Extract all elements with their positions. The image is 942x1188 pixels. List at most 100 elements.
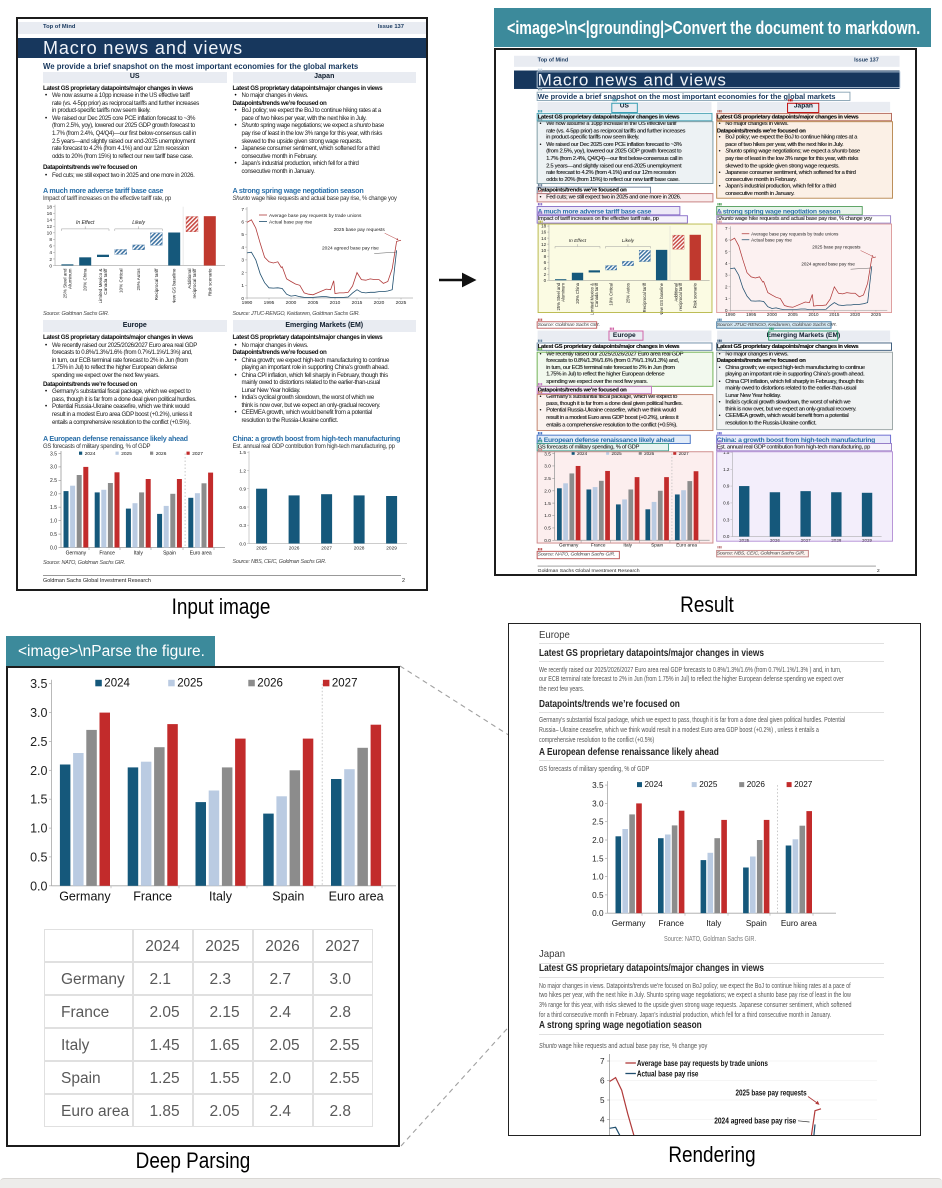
svg-text:0.6: 0.6 xyxy=(239,504,246,510)
svg-text:2027: 2027 xyxy=(800,537,811,542)
svg-text:Limited Mexico &: Limited Mexico & xyxy=(98,268,103,303)
svg-text:25% Autos: 25% Autos xyxy=(625,282,630,302)
svg-text:3: 3 xyxy=(241,257,244,263)
svg-text:1.5: 1.5 xyxy=(50,505,57,511)
svg-text:4: 4 xyxy=(544,265,547,270)
svg-text:0.6: 0.6 xyxy=(723,500,730,505)
svg-text:2024: 2024 xyxy=(577,451,588,455)
svg-text:Spain: Spain xyxy=(651,542,663,547)
svg-text:10: 10 xyxy=(541,247,547,252)
svg-text:Germany: Germany xyxy=(559,542,579,547)
svg-text:2: 2 xyxy=(49,256,52,262)
svg-text:3.0: 3.0 xyxy=(592,799,604,808)
svg-text:2024: 2024 xyxy=(645,780,664,789)
svg-text:2010: 2010 xyxy=(329,300,340,306)
svg-text:4: 4 xyxy=(49,250,52,256)
svg-text:Euro area: Euro area xyxy=(676,542,697,547)
svg-text:1.5: 1.5 xyxy=(592,854,604,863)
svg-text:20% China: 20% China xyxy=(83,268,88,291)
svg-text:2027: 2027 xyxy=(192,451,203,457)
svg-text:New GS baseline: New GS baseline xyxy=(659,282,664,314)
svg-text:14: 14 xyxy=(47,217,53,223)
svg-text:Aluminum: Aluminum xyxy=(67,268,72,289)
svg-text:In Effect: In Effect xyxy=(569,237,587,242)
svg-text:0.0: 0.0 xyxy=(544,537,551,542)
svg-text:0.5: 0.5 xyxy=(544,525,551,530)
svg-text:Germany: Germany xyxy=(612,919,647,928)
svg-text:Spain: Spain xyxy=(746,919,767,928)
svg-text:2.5: 2.5 xyxy=(544,475,551,480)
svg-text:2027: 2027 xyxy=(679,451,690,455)
svg-text:Actual base pay rise: Actual base pay rise xyxy=(269,219,313,225)
svg-text:25% Steel and: 25% Steel and xyxy=(556,282,561,310)
svg-text:8: 8 xyxy=(544,253,547,258)
svg-text:2024: 2024 xyxy=(85,451,96,457)
svg-text:7: 7 xyxy=(600,1057,605,1066)
svg-text:2026: 2026 xyxy=(156,451,167,457)
svg-text:0.5: 0.5 xyxy=(50,531,57,537)
svg-text:5: 5 xyxy=(241,232,244,238)
svg-text:Aluminum: Aluminum xyxy=(560,282,565,301)
svg-text:1: 1 xyxy=(725,295,728,300)
svg-text:0.0: 0.0 xyxy=(723,534,730,539)
svg-text:1.5: 1.5 xyxy=(239,451,246,456)
svg-text:2.0: 2.0 xyxy=(50,491,57,497)
svg-text:New GS baseline: New GS baseline xyxy=(172,268,177,303)
svg-text:3.5: 3.5 xyxy=(30,677,47,691)
svg-text:2: 2 xyxy=(544,271,547,276)
svg-text:Likely: Likely xyxy=(132,219,145,225)
svg-text:2025 base pay requests: 2025 base pay requests xyxy=(333,226,385,232)
svg-text:3.5: 3.5 xyxy=(544,451,551,456)
svg-text:0: 0 xyxy=(49,263,52,269)
svg-text:0.9: 0.9 xyxy=(239,486,246,492)
svg-text:1: 1 xyxy=(241,283,244,289)
svg-text:0: 0 xyxy=(725,307,728,312)
svg-text:3.0: 3.0 xyxy=(50,464,57,470)
svg-text:6: 6 xyxy=(544,259,547,264)
svg-text:Average base pay requests by t: Average base pay requests by trade union… xyxy=(751,231,839,236)
svg-text:Canada tariff: Canada tariff xyxy=(103,267,108,294)
svg-text:3.5: 3.5 xyxy=(50,451,57,457)
svg-text:4: 4 xyxy=(725,260,728,265)
svg-text:2.5: 2.5 xyxy=(50,478,57,484)
svg-text:Additional: Additional xyxy=(674,282,679,301)
svg-text:2029: 2029 xyxy=(862,537,873,542)
svg-text:Italy: Italy xyxy=(623,542,632,547)
svg-text:reciprocal tariff: reciprocal tariff xyxy=(192,267,197,298)
svg-text:0.9: 0.9 xyxy=(723,483,730,488)
svg-text:14: 14 xyxy=(541,235,547,240)
svg-text:Reciprocal tariff: Reciprocal tariff xyxy=(642,281,647,311)
svg-text:0.0: 0.0 xyxy=(30,879,47,893)
svg-text:Risk scenario: Risk scenario xyxy=(693,282,698,308)
svg-text:5: 5 xyxy=(725,249,728,254)
svg-text:Germany: Germany xyxy=(66,550,87,556)
svg-text:2025: 2025 xyxy=(699,780,718,789)
svg-text:Risk scenario: Risk scenario xyxy=(207,268,212,296)
svg-text:2015: 2015 xyxy=(351,300,362,306)
svg-text:0.0: 0.0 xyxy=(592,909,604,918)
svg-text:0: 0 xyxy=(544,277,547,282)
svg-text:1995: 1995 xyxy=(746,311,757,316)
svg-text:2026: 2026 xyxy=(644,451,655,455)
svg-text:2015: 2015 xyxy=(829,311,840,316)
svg-text:2026: 2026 xyxy=(747,780,766,789)
svg-text:3.0: 3.0 xyxy=(30,706,47,720)
svg-text:2025: 2025 xyxy=(256,545,267,551)
svg-text:Italy: Italy xyxy=(209,889,233,903)
svg-text:2027: 2027 xyxy=(332,677,358,689)
svg-text:25% Autos: 25% Autos xyxy=(136,267,141,290)
svg-text:2028: 2028 xyxy=(353,545,364,551)
svg-text:2010: 2010 xyxy=(808,311,819,316)
svg-text:2005: 2005 xyxy=(307,300,318,306)
svg-text:0.3: 0.3 xyxy=(239,523,246,529)
svg-text:1990: 1990 xyxy=(241,300,252,306)
svg-text:Average base pay requests by t: Average base pay requests by trade union… xyxy=(637,1058,768,1068)
svg-text:Italy: Italy xyxy=(706,919,722,928)
svg-text:0.5: 0.5 xyxy=(30,850,47,864)
svg-text:3.0: 3.0 xyxy=(544,463,551,468)
svg-text:France: France xyxy=(99,550,115,556)
svg-text:10: 10 xyxy=(47,230,53,236)
svg-text:3.5: 3.5 xyxy=(592,781,604,790)
svg-text:7: 7 xyxy=(725,225,728,230)
svg-text:1.0: 1.0 xyxy=(592,873,604,882)
